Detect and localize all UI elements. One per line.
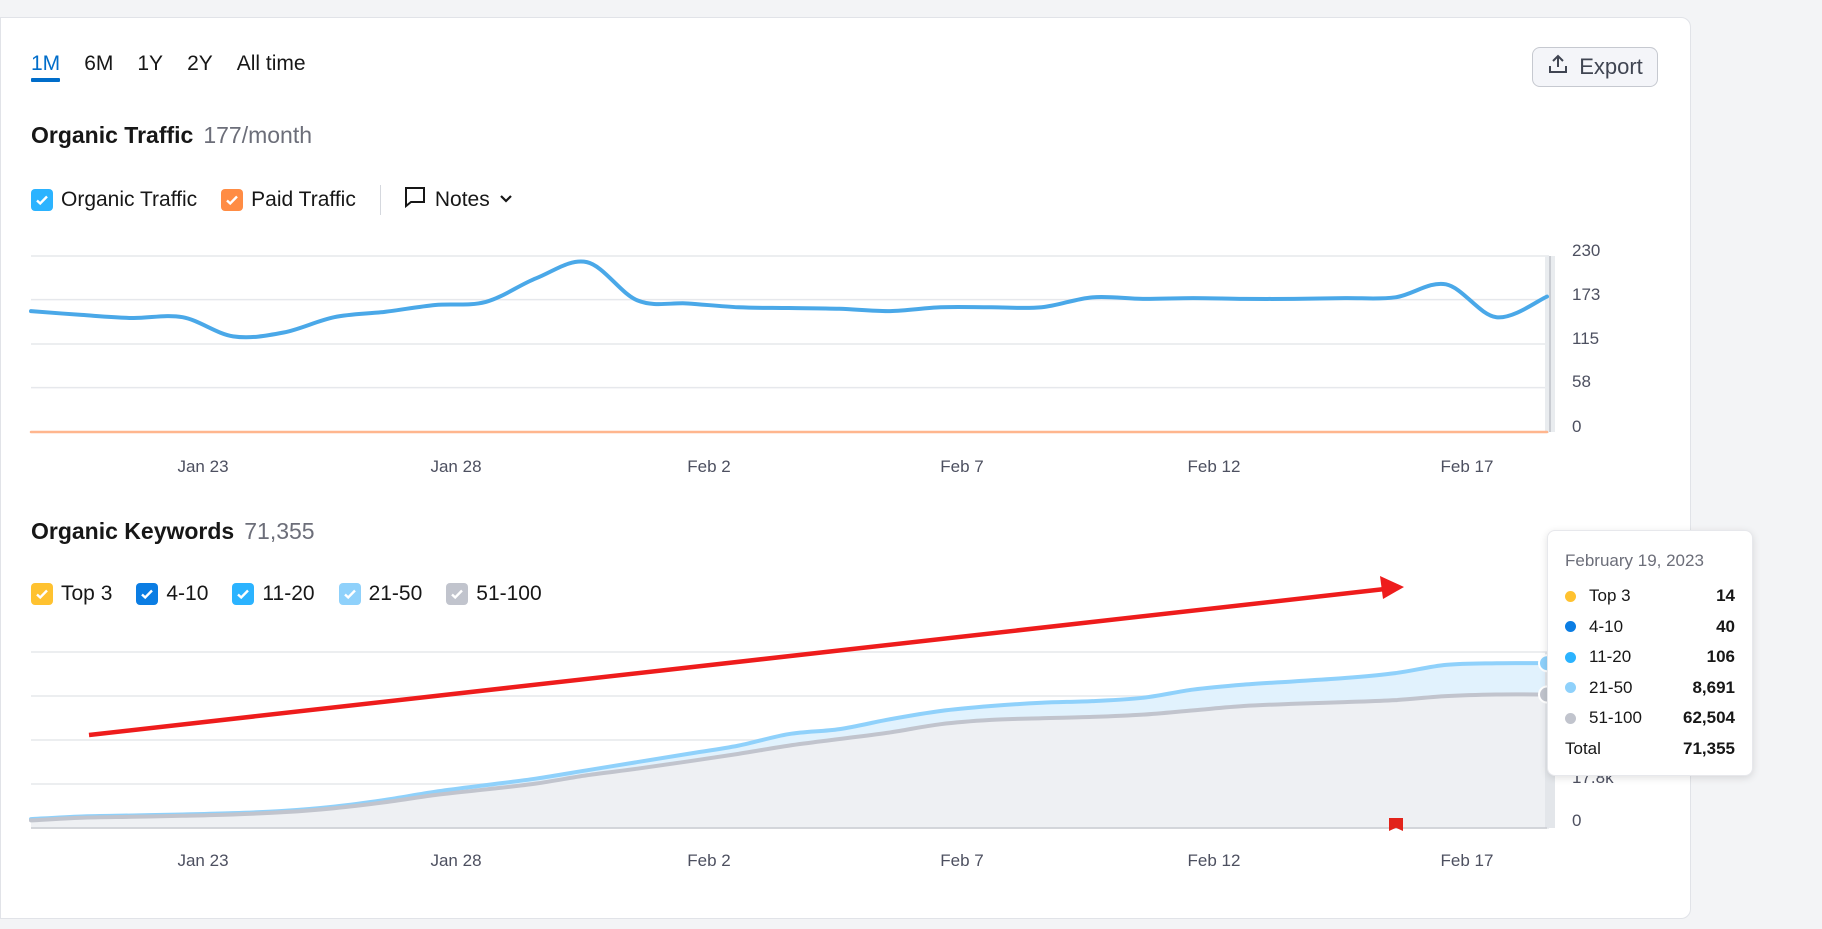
export-label: Export xyxy=(1579,54,1643,79)
keywords-legend: Top 3 4-10 11-20 21-50 51-100 xyxy=(31,582,566,606)
tab-period[interactable]: 1M xyxy=(31,52,61,82)
checkbox-icon xyxy=(232,583,255,605)
legend-keywords-item[interactable]: 51-100 xyxy=(446,582,542,606)
checkbox-icon xyxy=(338,583,361,605)
tooltip-row-value: 40 xyxy=(1716,616,1735,636)
legend-keywords-item[interactable]: 11-20 xyxy=(232,582,315,606)
traffic-chart[interactable] xyxy=(0,240,1560,440)
tooltip-row: Top 3 14 xyxy=(1565,581,1735,612)
tooltip-total-label: Total xyxy=(1565,738,1601,758)
legend-label: 51-100 xyxy=(476,582,542,605)
tooltip-total-value: 71,355 xyxy=(1683,738,1735,758)
y-tick-label: 115 xyxy=(1572,329,1600,348)
tooltip-date: February 19, 2023 xyxy=(1565,551,1704,570)
tooltip-row: 21-50 8,691 xyxy=(1565,673,1735,704)
checkbox-icon xyxy=(446,583,469,605)
x-tick-label: Jan 28 xyxy=(430,457,482,476)
x-tick-label: Feb 2 xyxy=(687,457,731,476)
legend-organic-traffic[interactable]: Organic Traffic xyxy=(31,188,197,212)
tab-period[interactable]: 1Y xyxy=(137,52,164,75)
legend-label: 11-20 xyxy=(262,582,315,605)
traffic-title: Organic Traffic xyxy=(31,122,194,148)
period-tabs: 1M 6M 1Y 2Y All time xyxy=(31,52,306,82)
keywords-title: Organic Keywords xyxy=(31,518,235,544)
y-tick-label: 58 xyxy=(1572,372,1591,391)
legend-keywords-item[interactable]: 4-10 xyxy=(136,582,208,606)
tooltip-row-value: 14 xyxy=(1716,586,1735,606)
legend-paid-traffic[interactable]: Paid Traffic xyxy=(221,188,356,212)
y-tick-label: 0 xyxy=(1572,417,1582,436)
checkbox-icon xyxy=(31,583,53,605)
keywords-tooltip: February 19, 2023 Top 3 14 4-10 40 11-20 106 2… xyxy=(1547,530,1753,776)
tooltip-row: 4-10 40 xyxy=(1565,612,1735,643)
series-dot-icon xyxy=(1565,621,1576,633)
x-tick-label: Feb 17 xyxy=(1440,457,1494,476)
legend-label: 21-50 xyxy=(368,582,423,605)
tooltip-row-value: 106 xyxy=(1706,647,1735,667)
checkbox-icon xyxy=(136,583,159,605)
legend-label: 4-10 xyxy=(166,582,209,605)
tooltip-row: 51-100 62,504 xyxy=(1565,703,1735,734)
tooltip-row-value: 8,691 xyxy=(1692,677,1735,697)
series-dot-icon xyxy=(1565,712,1576,724)
traffic-value: 177/month xyxy=(203,122,313,148)
checkbox-icon xyxy=(31,189,53,211)
x-tick-label: Feb 12 xyxy=(1187,851,1241,870)
tooltip-row: 11-20 106 xyxy=(1565,642,1735,673)
y-tick-label: 0 xyxy=(1572,811,1582,830)
x-tick-label: Feb 7 xyxy=(940,851,984,870)
keywords-header: Organic Keywords 71,355 xyxy=(31,518,315,545)
tooltip-row-label: 4-10 xyxy=(1589,616,1624,636)
tooltip-row-label: Top 3 xyxy=(1589,586,1631,606)
tooltip-total-row: Total 71,355 xyxy=(1565,734,1735,765)
upload-icon xyxy=(1547,53,1569,81)
series-dot-icon xyxy=(1565,651,1576,663)
tooltip-row-label: 21-50 xyxy=(1589,677,1633,697)
note-flag-icon[interactable] xyxy=(1389,818,1403,831)
x-tick-label: Feb 12 xyxy=(1187,457,1241,476)
x-tick-label: Jan 28 xyxy=(430,851,482,870)
tooltip-row-label: 51-100 xyxy=(1589,708,1642,728)
export-button[interactable]: Export xyxy=(1532,47,1658,87)
x-tick-label: Jan 23 xyxy=(177,851,229,870)
series-dot-icon xyxy=(1565,682,1576,694)
x-tick-label: Feb 17 xyxy=(1440,851,1494,870)
legend-label: Organic Traffic xyxy=(61,188,198,211)
tab-period[interactable]: All time xyxy=(236,52,306,75)
chevron-down-icon xyxy=(498,188,514,212)
notes-dropdown[interactable]: Notes xyxy=(403,185,514,215)
tab-period[interactable]: 6M xyxy=(84,52,114,75)
tooltip-row-value: 62,504 xyxy=(1683,708,1735,728)
legend-keywords-item[interactable]: Top 3 xyxy=(31,582,112,606)
x-tick-label: Feb 7 xyxy=(940,457,984,476)
legend-divider xyxy=(379,185,381,215)
series-area xyxy=(31,694,1547,828)
comment-icon xyxy=(403,185,427,215)
keywords-value: 71,355 xyxy=(244,518,315,544)
tab-period[interactable]: 2Y xyxy=(187,52,213,75)
series-line xyxy=(29,259,1549,340)
x-tick-label: Feb 2 xyxy=(687,851,731,870)
tooltip-row-label: 11-20 xyxy=(1589,647,1632,667)
legend-label: Top 3 xyxy=(61,582,113,605)
y-tick-label: 230 xyxy=(1572,241,1601,260)
legend-label: Paid Traffic xyxy=(251,188,356,211)
series-dot-icon xyxy=(1565,590,1576,602)
legend-keywords-item[interactable]: 21-50 xyxy=(338,582,423,606)
traffic-legend: Organic Traffic Paid Traffic Notes xyxy=(31,185,514,215)
traffic-header: Organic Traffic 177/month xyxy=(31,122,312,149)
checkbox-icon xyxy=(221,189,244,211)
notes-label: Notes xyxy=(434,188,490,211)
y-tick-label: 173 xyxy=(1572,285,1601,304)
x-tick-label: Jan 23 xyxy=(177,457,229,476)
keywords-chart[interactable] xyxy=(0,630,1560,840)
